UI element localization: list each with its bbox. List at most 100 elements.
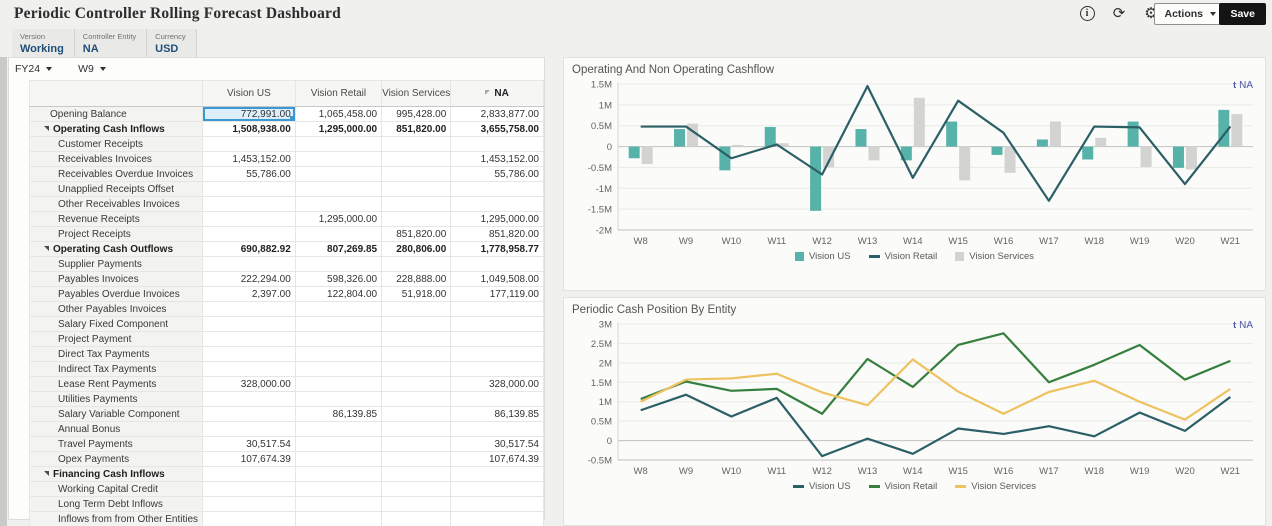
grid-cell[interactable] bbox=[294, 301, 383, 317]
grid-cell[interactable] bbox=[381, 406, 452, 422]
grid-cell[interactable] bbox=[294, 181, 383, 197]
pov-chip[interactable]: Currency USD bbox=[147, 29, 197, 59]
grid-cell[interactable]: 328,000.00 bbox=[450, 376, 544, 392]
grid-cell[interactable] bbox=[294, 466, 383, 482]
grid-cell[interactable] bbox=[381, 181, 452, 197]
grid-cell[interactable] bbox=[450, 346, 544, 362]
grid-cell[interactable] bbox=[450, 316, 544, 332]
grid-cell[interactable] bbox=[202, 421, 296, 437]
grid-cell[interactable] bbox=[381, 391, 452, 407]
grid-cell[interactable] bbox=[202, 331, 296, 347]
grid-cell[interactable] bbox=[202, 481, 296, 497]
grid-cell[interactable]: 30,517.54 bbox=[450, 436, 544, 452]
grid-cell[interactable]: 228,888.00 bbox=[381, 271, 452, 287]
collapse-triangle-icon[interactable] bbox=[44, 246, 49, 252]
grid-cell[interactable] bbox=[294, 391, 383, 407]
grid-cell[interactable] bbox=[294, 136, 383, 152]
grid-cell[interactable]: 280,806.00 bbox=[381, 241, 452, 257]
grid-cell[interactable]: 55,786.00 bbox=[202, 166, 296, 182]
grid-cell[interactable] bbox=[202, 466, 296, 482]
grid-cell[interactable] bbox=[450, 181, 544, 197]
grid-cell[interactable]: 107,674.39 bbox=[450, 451, 544, 467]
row-label[interactable]: Receivables Overdue Invoices bbox=[28, 166, 204, 182]
grid-cell[interactable]: 222,294.00 bbox=[202, 271, 296, 287]
grid-cell[interactable] bbox=[450, 301, 544, 317]
row-label[interactable]: Travel Payments bbox=[28, 436, 204, 452]
row-label[interactable]: Direct Tax Payments bbox=[28, 346, 204, 362]
grid-cell[interactable]: 1,065,458.00 bbox=[294, 106, 383, 122]
grid-cell[interactable] bbox=[202, 406, 296, 422]
grid-cell[interactable]: 2,397.00 bbox=[202, 286, 296, 302]
grid-cell[interactable] bbox=[450, 466, 544, 482]
grid-cell[interactable] bbox=[450, 196, 544, 212]
row-label[interactable]: Salary Variable Component bbox=[28, 406, 204, 422]
row-label[interactable]: Other Receivables Invoices bbox=[28, 196, 204, 212]
grid-cell[interactable] bbox=[202, 391, 296, 407]
settings-gear-icon[interactable]: ⚙ bbox=[1144, 5, 1158, 22]
grid-cell[interactable] bbox=[294, 361, 383, 377]
grid-cell[interactable] bbox=[294, 151, 383, 167]
info-icon[interactable]: i bbox=[1078, 4, 1096, 22]
grid-cell[interactable] bbox=[381, 466, 452, 482]
grid-cell[interactable]: 107,674.39 bbox=[202, 451, 296, 467]
grid-cell[interactable] bbox=[294, 331, 383, 347]
grid-cell[interactable]: 86,139.85 bbox=[450, 406, 544, 422]
grid-cell[interactable]: 1,295,000.00 bbox=[294, 121, 383, 137]
grid-cell[interactable] bbox=[381, 316, 452, 332]
row-label[interactable]: Working Capital Credit bbox=[28, 481, 204, 497]
pov-chip[interactable]: Controller Entity NA bbox=[74, 29, 148, 59]
selected-cell[interactable]: 772,991.00 bbox=[202, 106, 296, 122]
row-label[interactable]: Annual Bonus bbox=[28, 421, 204, 437]
grid-cell[interactable] bbox=[202, 346, 296, 362]
row-label[interactable]: Unapplied Receipts Offset bbox=[28, 181, 204, 197]
grid-cell[interactable] bbox=[450, 256, 544, 272]
grid-cell[interactable] bbox=[381, 256, 452, 272]
grid-cell[interactable]: 851,820.00 bbox=[381, 121, 452, 137]
row-label[interactable]: Lease Rent Payments bbox=[28, 376, 204, 392]
grid-cell[interactable] bbox=[450, 391, 544, 407]
grid-cell[interactable] bbox=[381, 136, 452, 152]
grid-cell[interactable] bbox=[450, 136, 544, 152]
grid-cell[interactable] bbox=[381, 301, 452, 317]
chart-pov-link[interactable]: t NA bbox=[1233, 320, 1253, 331]
grid-cell[interactable] bbox=[294, 226, 383, 242]
row-label[interactable]: Payables Overdue Invoices bbox=[28, 286, 204, 302]
legend-item[interactable]: Vision US bbox=[795, 251, 851, 262]
grid-cell[interactable]: 598,326.00 bbox=[294, 271, 383, 287]
column-header[interactable]: Vision Services bbox=[381, 80, 452, 107]
grid-cell[interactable]: 851,820.00 bbox=[450, 226, 544, 242]
grid-cell[interactable] bbox=[294, 166, 383, 182]
grid-cell[interactable] bbox=[450, 511, 544, 526]
grid-cell[interactable] bbox=[381, 151, 452, 167]
grid-cell[interactable] bbox=[294, 196, 383, 212]
grid-cell[interactable]: 30,517.54 bbox=[202, 436, 296, 452]
grid-cell[interactable]: 55,786.00 bbox=[450, 166, 544, 182]
legend-item[interactable]: Vision Retail bbox=[868, 481, 937, 492]
grid-cell[interactable] bbox=[381, 436, 452, 452]
grid-cell[interactable] bbox=[202, 511, 296, 526]
row-label[interactable]: Indirect Tax Payments bbox=[28, 361, 204, 377]
grid-cell[interactable]: 1,049,508.00 bbox=[450, 271, 544, 287]
legend-item[interactable]: Vision Services bbox=[955, 251, 1034, 262]
grid-cell[interactable]: 690,882.92 bbox=[202, 241, 296, 257]
collapse-triangle-icon[interactable] bbox=[44, 126, 49, 132]
week-selector[interactable]: W9 bbox=[78, 63, 106, 75]
grid-cell[interactable] bbox=[202, 496, 296, 512]
legend-item[interactable]: Vision US bbox=[793, 481, 851, 492]
collapse-triangle-icon[interactable] bbox=[44, 471, 49, 477]
column-header[interactable]: Vision US bbox=[202, 80, 296, 107]
refresh-icon[interactable]: ⟳ bbox=[1112, 5, 1126, 22]
row-label[interactable]: Financing Cash Inflows bbox=[28, 466, 204, 482]
grid-cell[interactable]: 122,804.00 bbox=[294, 286, 383, 302]
grid-cell[interactable]: 1,778,958.77 bbox=[450, 241, 544, 257]
grid-cell[interactable] bbox=[381, 511, 452, 526]
row-label[interactable]: Operating Cash Inflows bbox=[28, 121, 204, 137]
grid-cell[interactable]: 328,000.00 bbox=[202, 376, 296, 392]
grid-cell[interactable] bbox=[294, 256, 383, 272]
grid-cell[interactable] bbox=[294, 481, 383, 497]
grid-cell[interactable] bbox=[294, 511, 383, 526]
grid-cell[interactable]: 3,655,758.00 bbox=[450, 121, 544, 137]
grid-cell[interactable]: 1,453,152.00 bbox=[202, 151, 296, 167]
grid-cell[interactable] bbox=[294, 496, 383, 512]
grid-cell[interactable]: 995,428.00 bbox=[381, 106, 452, 122]
